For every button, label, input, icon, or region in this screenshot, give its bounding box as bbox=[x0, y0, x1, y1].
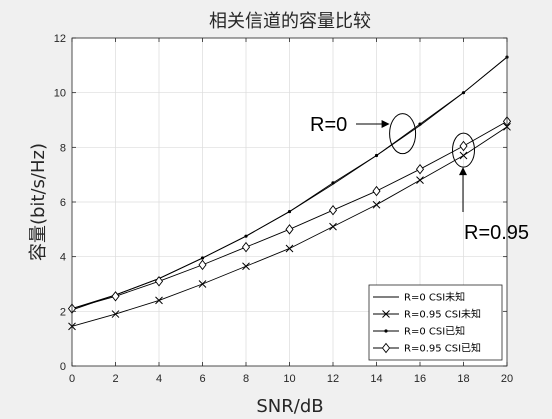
x-tick-label: 10 bbox=[283, 373, 295, 385]
marker-dot bbox=[374, 153, 379, 158]
series-4 bbox=[67, 116, 512, 314]
marker-dot bbox=[418, 122, 422, 126]
marker-dot bbox=[384, 329, 388, 333]
legend-label: R=0 CSI未知 bbox=[404, 291, 465, 304]
x-tick-label: 0 bbox=[69, 373, 75, 385]
y-tick-label: 10 bbox=[54, 88, 66, 100]
legend-entry: R=0.95 CSI已知 bbox=[373, 342, 481, 355]
marker-x-stroke bbox=[416, 176, 424, 184]
y-axis-title: 容量(bit/s/Hz) bbox=[28, 143, 49, 261]
x-tick-label: 2 bbox=[112, 373, 118, 385]
annotation-arrowhead bbox=[381, 120, 390, 128]
marker-diamond bbox=[111, 291, 120, 302]
annotation-label: R=0 bbox=[310, 114, 347, 136]
marker-x-stroke bbox=[372, 200, 381, 209]
x-axis-title: SNR/dB bbox=[256, 396, 323, 417]
legend-label: R=0 CSI已知 bbox=[404, 325, 465, 338]
marker-diamond bbox=[381, 342, 391, 354]
marker-diamond bbox=[372, 185, 381, 197]
marker-x-stroke bbox=[329, 222, 337, 231]
x-tick-label: 12 bbox=[327, 373, 339, 385]
legend-entry: R=0.95 CSI未知 bbox=[373, 308, 481, 321]
x-tick-label: 8 bbox=[243, 373, 249, 385]
marker-diamond bbox=[241, 241, 251, 253]
x-tick-label: 14 bbox=[370, 373, 382, 385]
marker-x bbox=[416, 176, 424, 184]
marker-x bbox=[242, 262, 250, 271]
marker-diamond bbox=[285, 224, 294, 235]
series-layer bbox=[67, 55, 512, 331]
legend-box bbox=[368, 284, 503, 361]
marker-dot bbox=[461, 91, 466, 95]
marker-x-stroke bbox=[459, 151, 468, 160]
marker-diamond bbox=[415, 163, 425, 175]
marker-x bbox=[285, 244, 294, 253]
marker-x-stroke bbox=[285, 244, 294, 253]
annotation-arrowhead bbox=[459, 167, 467, 176]
marker-diamond bbox=[154, 276, 164, 287]
y-tick-label: 4 bbox=[60, 252, 66, 264]
legend-entry: R=0 CSI未知 bbox=[373, 291, 465, 304]
marker-x bbox=[329, 222, 337, 231]
x-tick-label: 16 bbox=[414, 373, 426, 385]
annotation-ellipse bbox=[389, 113, 417, 155]
y-tick-label: 8 bbox=[60, 142, 66, 154]
marker-x-stroke bbox=[242, 262, 250, 271]
x-tick-label: 18 bbox=[457, 373, 469, 385]
legend-entry: R=0 CSI已知 bbox=[373, 325, 465, 338]
marker-x bbox=[372, 200, 381, 209]
marker-x bbox=[459, 151, 468, 160]
marker-dot bbox=[287, 209, 292, 214]
marker-dot bbox=[331, 181, 335, 185]
annotations: R=0 R=0.95 bbox=[310, 113, 529, 244]
marker-x bbox=[111, 310, 120, 318]
y-tick-label: 2 bbox=[60, 306, 66, 318]
marker-x-stroke bbox=[382, 310, 390, 318]
marker-x bbox=[198, 280, 207, 288]
x-tick-label: 6 bbox=[199, 373, 205, 385]
legend-label: R=0.95 CSI未知 bbox=[404, 308, 481, 321]
legend: R=0 CSI未知 R=0.95 CSI未知 R=0 CSI已知 R=0.95 CSI… bbox=[368, 284, 503, 361]
annotation-label: R=0.95 bbox=[464, 222, 529, 244]
marker-diamond bbox=[198, 259, 207, 271]
annotation-ellipse bbox=[452, 132, 475, 168]
marker-x bbox=[155, 296, 163, 305]
marker-x bbox=[382, 310, 390, 318]
marker-dot bbox=[200, 256, 205, 260]
marker-dot bbox=[244, 234, 248, 238]
tick-layer: 0 2 4 6 8 10 12 14 16 18 20 0 2 4 6 8 10 12 bbox=[54, 33, 513, 385]
y-tick-label: 0 bbox=[60, 361, 66, 373]
x-tick-label: 20 bbox=[501, 373, 513, 385]
marker-x-stroke bbox=[198, 280, 207, 288]
x-tick-label: 4 bbox=[156, 373, 162, 385]
legend-label: R=0.95 CSI已知 bbox=[404, 342, 481, 355]
marker-diamond bbox=[328, 204, 338, 216]
y-tick-label: 12 bbox=[54, 33, 66, 45]
chart-title: 相关信道的容量比较 bbox=[209, 11, 371, 32]
y-tick-label: 6 bbox=[60, 197, 66, 209]
marker-diamond bbox=[459, 140, 468, 152]
marker-x-stroke bbox=[155, 296, 163, 305]
marker-x-stroke bbox=[111, 310, 120, 318]
